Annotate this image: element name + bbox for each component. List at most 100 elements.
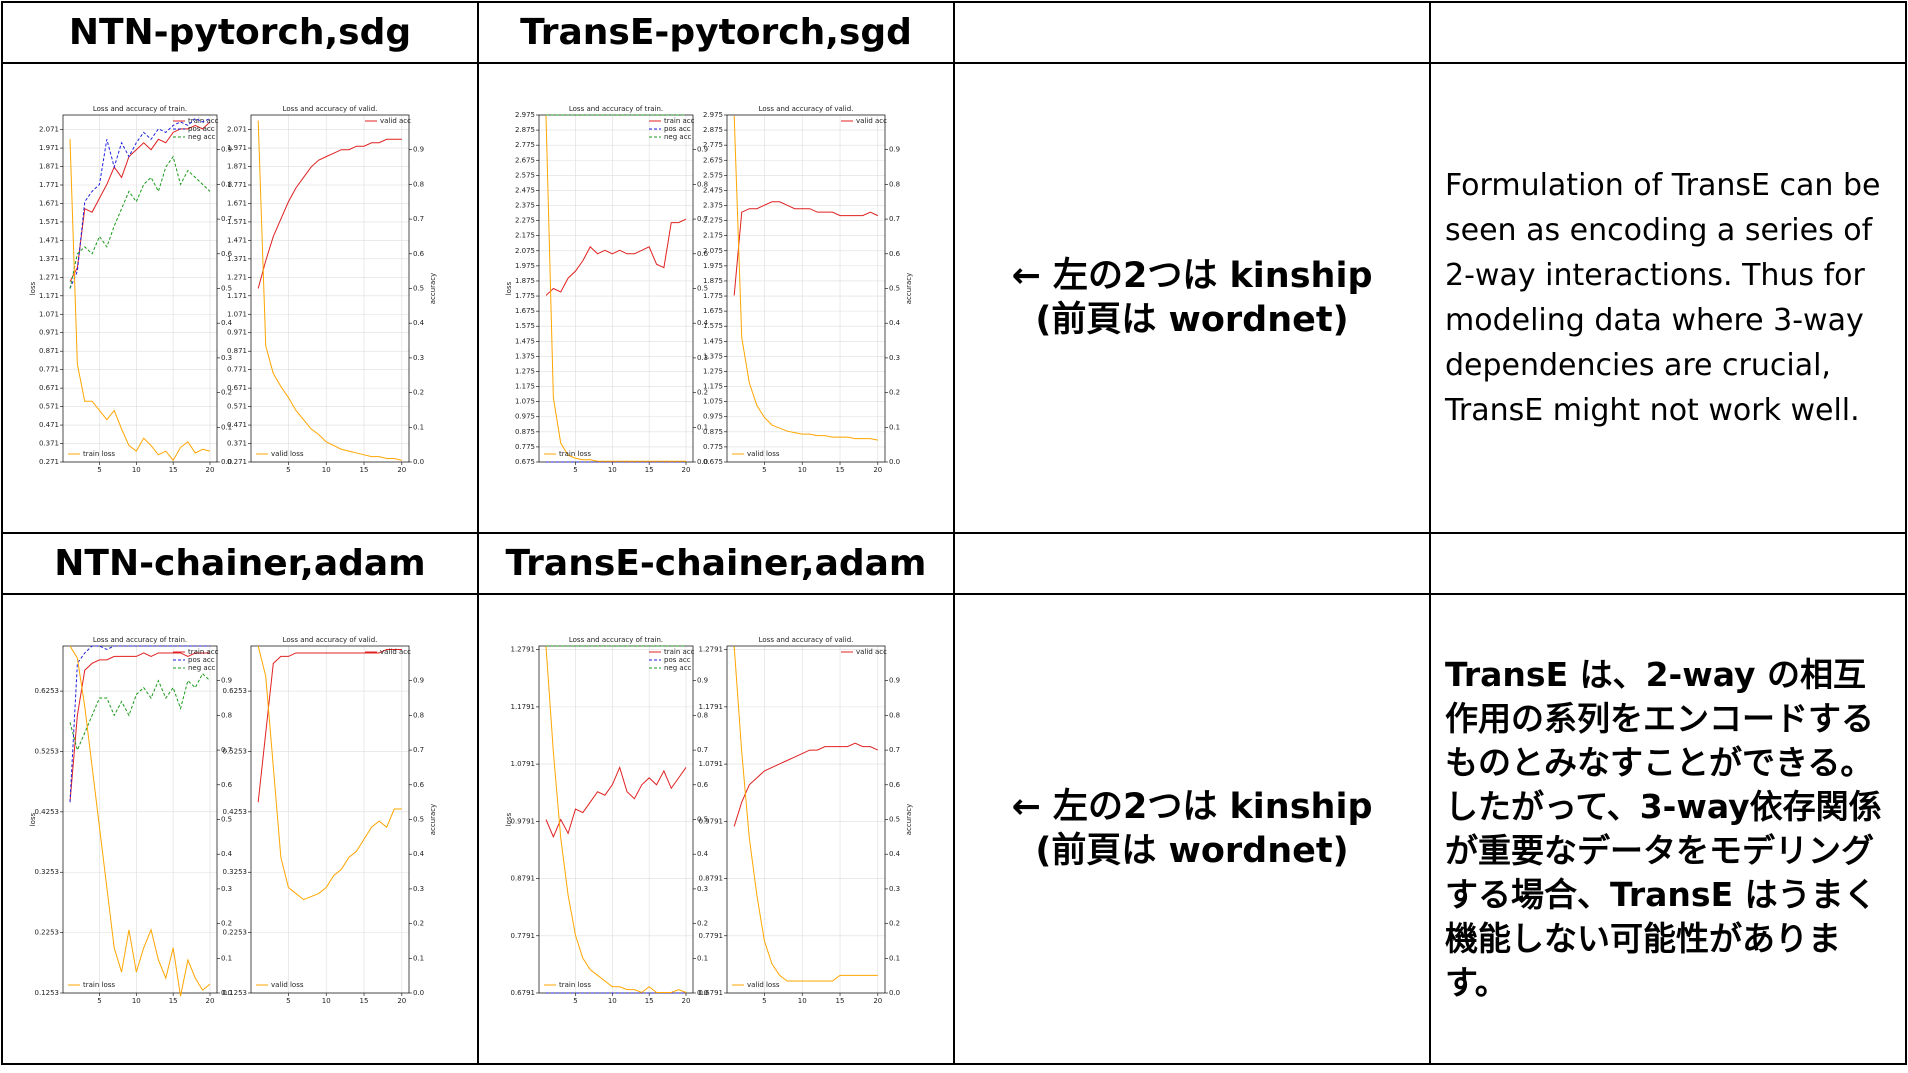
y-tick-label: 0.2253 bbox=[35, 929, 60, 937]
y2-tick-label: 0.2 bbox=[221, 389, 232, 397]
y2-tick-label: 0.0 bbox=[221, 458, 232, 466]
y2-tick-label: 0.8 bbox=[889, 180, 900, 188]
x-tick-label: 15 bbox=[645, 997, 654, 1005]
x-tick-label: 15 bbox=[360, 466, 369, 474]
y-tick-label: 0.371 bbox=[227, 440, 247, 448]
plot-area bbox=[251, 115, 409, 462]
y2-tick-label: 0.9 bbox=[413, 146, 424, 154]
y-tick-label: 0.471 bbox=[39, 421, 59, 429]
y-tick-label: 0.771 bbox=[39, 366, 59, 374]
y-tick-label: 1.1791 bbox=[511, 703, 536, 711]
y-tick-label: 1.071 bbox=[39, 310, 59, 318]
y2-tick-label: 0.5 bbox=[413, 285, 424, 293]
y2-tick-label: 0.4 bbox=[697, 319, 709, 327]
y-axis-label: loss bbox=[29, 281, 37, 295]
y-tick-label: 2.275 bbox=[703, 217, 723, 225]
series-line bbox=[69, 645, 211, 997]
y-tick-label: 0.271 bbox=[227, 458, 247, 466]
y-tick-label: 1.071 bbox=[227, 310, 247, 318]
legend-label: pos acc bbox=[664, 125, 691, 133]
y2-tick-label: 0.3 bbox=[221, 885, 232, 893]
y2-tick-label: 0.9 bbox=[697, 677, 708, 685]
y2-tick-label: 0.1 bbox=[221, 954, 232, 962]
figure: 5 10 15 20 0.271 0.371 0.471 0.571 0.671 0.771 0.8… bbox=[29, 105, 437, 474]
y2-tick-label: 0.7 bbox=[889, 746, 900, 754]
legend-label: train acc bbox=[664, 648, 695, 656]
y-tick-label: 0.9791 bbox=[511, 817, 536, 825]
x-tick-label: 5 bbox=[97, 466, 101, 474]
y-tick-label: 1.675 bbox=[703, 307, 723, 315]
y-tick-label: 1.0791 bbox=[699, 760, 724, 768]
legend-label: pos acc bbox=[188, 656, 215, 664]
y-tick-label: 0.8791 bbox=[511, 875, 536, 883]
y2-tick-label: 0.6 bbox=[413, 250, 425, 258]
y2-tick-label: 0.4 bbox=[221, 319, 233, 327]
y-tick-label: 1.575 bbox=[703, 322, 723, 330]
y2-tick-label: 0.6 bbox=[697, 250, 709, 258]
y-tick-label: 1.075 bbox=[703, 398, 723, 406]
y2-tick-label: 0.7 bbox=[889, 215, 900, 223]
series-line bbox=[257, 138, 402, 289]
series-line bbox=[733, 646, 878, 982]
legend-label: train loss bbox=[83, 450, 115, 458]
y-tick-label: 1.2791 bbox=[511, 646, 536, 654]
x-tick-label: 20 bbox=[206, 997, 215, 1005]
x-tick-label: 10 bbox=[322, 466, 331, 474]
plot-area bbox=[539, 646, 693, 993]
x-tick-label: 15 bbox=[169, 997, 178, 1005]
axes-frame bbox=[726, 114, 886, 463]
description: Formulation of TransE can be seen as enc… bbox=[1429, 62, 1907, 534]
panel-title: Loss and accuracy of valid. bbox=[759, 105, 854, 113]
panel-title: Loss and accuracy of train. bbox=[93, 636, 187, 644]
x-tick-label: 20 bbox=[873, 997, 882, 1005]
y-tick-label: 1.775 bbox=[703, 292, 723, 300]
note-line: ← 左の2つは kinship bbox=[1011, 787, 1373, 827]
y-tick-label: 0.4253 bbox=[35, 808, 60, 816]
y-tick-label: 2.375 bbox=[515, 202, 535, 210]
y2-tick-label: 0.6 bbox=[221, 250, 233, 258]
y2-tick-label: 0.8 bbox=[221, 711, 232, 719]
figure: 5 10 15 20 0.675 0.775 0.875 0.975 1.075 1.175 1.2… bbox=[505, 105, 913, 474]
y-tick-label: 1.471 bbox=[227, 236, 247, 244]
y-tick-label: 0.1253 bbox=[35, 989, 60, 997]
series-line bbox=[69, 117, 211, 289]
y-tick-label: 1.175 bbox=[515, 383, 535, 391]
y2-tick-label: 0.0 bbox=[889, 989, 900, 997]
x-tick-label: 20 bbox=[682, 466, 691, 474]
y-tick-label: 0.1253 bbox=[223, 989, 248, 997]
y-tick-label: 0.271 bbox=[39, 458, 59, 466]
x-tick-label: 5 bbox=[97, 997, 101, 1005]
y-tick-label: 2.875 bbox=[515, 126, 535, 134]
y-tick-label: 2.575 bbox=[515, 171, 535, 179]
y2-tick-label: 0.1 bbox=[413, 423, 424, 431]
y-tick-label: 1.975 bbox=[515, 262, 535, 270]
plot-area bbox=[727, 646, 885, 993]
y2-tick-label: 0.8 bbox=[697, 180, 708, 188]
axes-frame bbox=[250, 114, 410, 463]
y-tick-label: 0.371 bbox=[39, 440, 59, 448]
y2-tick-label: 0.3 bbox=[697, 885, 708, 893]
y-tick-label: 0.5253 bbox=[223, 747, 248, 755]
series-line bbox=[257, 645, 402, 901]
y2-tick-label: 0.0 bbox=[697, 458, 708, 466]
y-tick-label: 1.171 bbox=[227, 292, 247, 300]
x-tick-label: 15 bbox=[169, 466, 178, 474]
y-tick-label: 2.475 bbox=[515, 186, 535, 194]
x-tick-label: 10 bbox=[132, 997, 141, 1005]
x-tick-label: 5 bbox=[573, 997, 577, 1005]
y2-tick-label: 0.3 bbox=[889, 354, 900, 362]
y-tick-label: 1.871 bbox=[39, 163, 59, 171]
x-tick-label: 10 bbox=[608, 466, 617, 474]
series-line bbox=[545, 218, 687, 296]
y-tick-label: 2.071 bbox=[39, 126, 59, 134]
legend-label: neg acc bbox=[664, 133, 692, 141]
legend-label: pos acc bbox=[188, 125, 215, 133]
legend-label: valid loss bbox=[747, 981, 780, 989]
y-tick-label: 0.675 bbox=[703, 458, 723, 466]
y2-axis-label: accuracy bbox=[905, 273, 913, 305]
y-tick-label: 1.975 bbox=[703, 262, 723, 270]
y-tick-label: 2.775 bbox=[703, 141, 723, 149]
x-tick-label: 15 bbox=[645, 466, 654, 474]
